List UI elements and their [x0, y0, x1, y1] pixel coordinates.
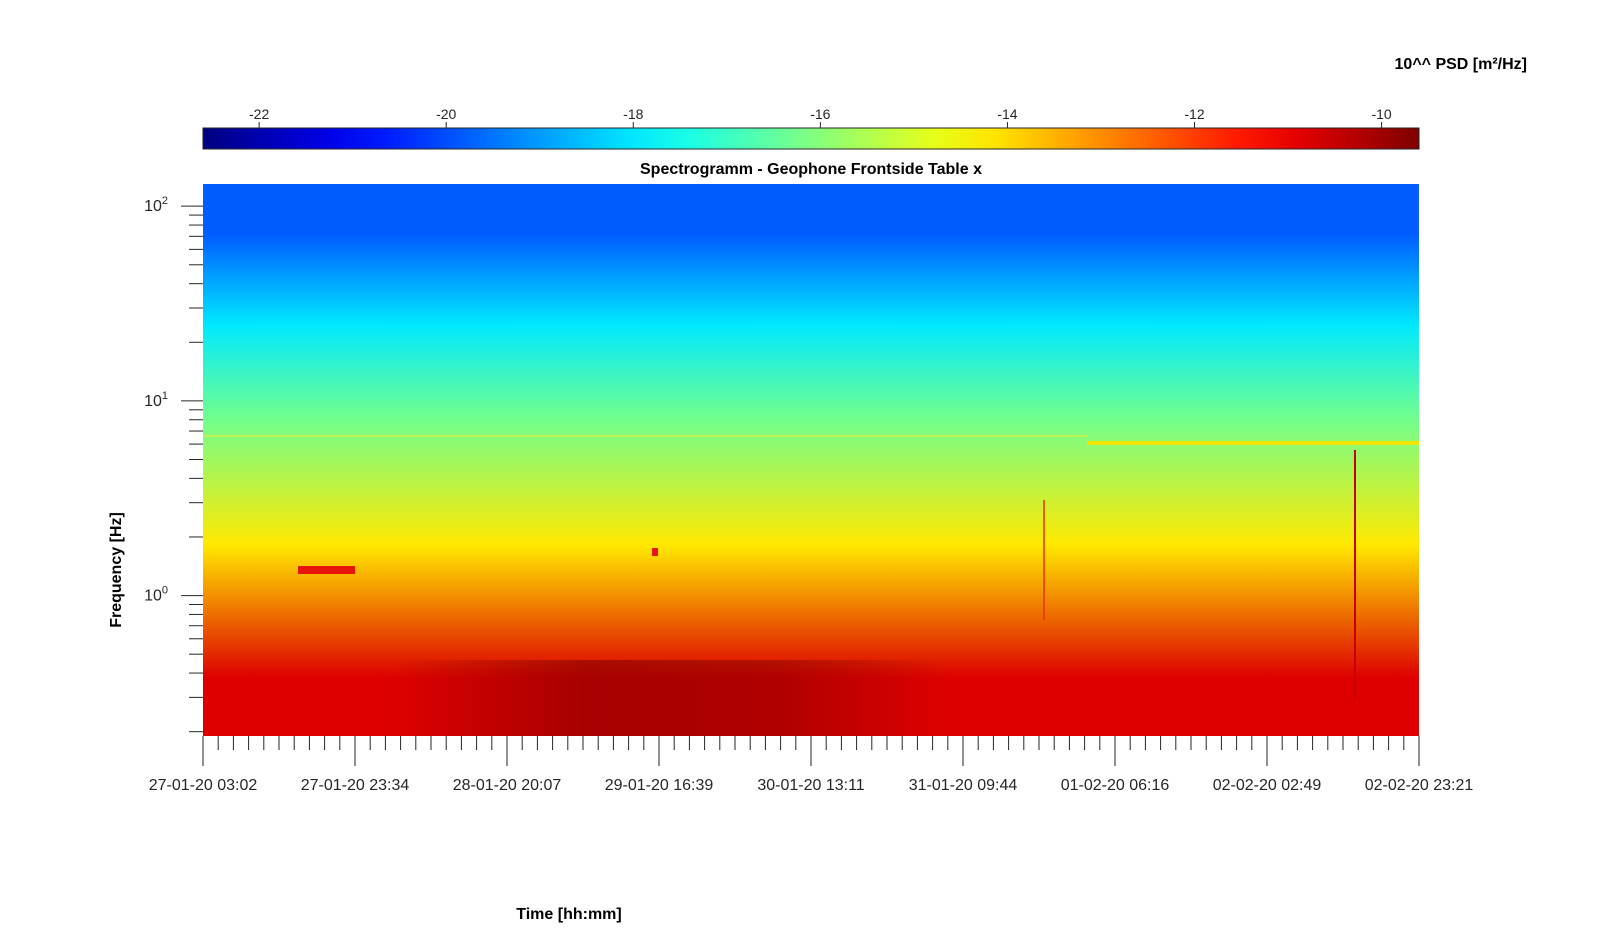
colorbar: 10^^ PSD [m²/Hz] -22 -20 -18 -16 -14 -12 -10	[202, 56, 1527, 150]
y-tick-label: 101	[144, 390, 168, 410]
chart-title: Spectrogramm - Geophone Frontside Table …	[640, 161, 982, 178]
x-axis-label: Time [hh:mm]	[516, 906, 621, 923]
y-tick-label: 100	[144, 585, 168, 605]
colorbar-tick-label: -10	[1371, 106, 1391, 122]
colorbar-tick-label: -20	[436, 106, 456, 122]
y-tick-label: 102	[144, 195, 168, 215]
high-psd-region	[390, 660, 950, 736]
x-axis: 27-01-20 03:02 27-01-20 23:34 28-01-20 20:…	[149, 736, 1474, 794]
spectrogram-image	[203, 184, 1419, 736]
colorbar-tick-label: -16	[810, 106, 830, 122]
x-tick-label: 27-01-20 23:34	[301, 777, 410, 794]
colorbar-tick-label: -14	[997, 106, 1017, 122]
colorbar-label: 10^^ PSD [m²/Hz]	[1395, 56, 1527, 73]
colorbar-tick-label: -18	[623, 106, 643, 122]
x-tick-label: 29-01-20 16:39	[605, 777, 714, 794]
narrowband-event-1	[298, 566, 355, 574]
x-tick-label: 28-01-20 20:07	[453, 777, 562, 794]
y-axis-label: Frequency [Hz]	[108, 512, 125, 628]
colorbar-ticks: -22 -20 -18 -16 -14 -12 -10	[249, 106, 1392, 128]
colorbar-tick-label: -12	[1184, 106, 1204, 122]
x-tick-label: 27-01-20 03:02	[149, 777, 258, 794]
narrowband-event-2	[652, 548, 658, 556]
y-axis: 100 101 102	[144, 195, 203, 733]
colorbar-gradient	[202, 127, 1420, 150]
x-tick-label: 01-02-20 06:16	[1061, 777, 1170, 794]
plot-area	[203, 184, 1419, 736]
x-tick-label: 02-02-20 02:49	[1213, 777, 1322, 794]
colorbar-tick-label: -22	[249, 106, 269, 122]
x-tick-label: 31-01-20 09:44	[909, 777, 1018, 794]
x-tick-label: 02-02-20 23:21	[1365, 777, 1474, 794]
x-tick-label: 30-01-20 13:11	[757, 777, 864, 794]
